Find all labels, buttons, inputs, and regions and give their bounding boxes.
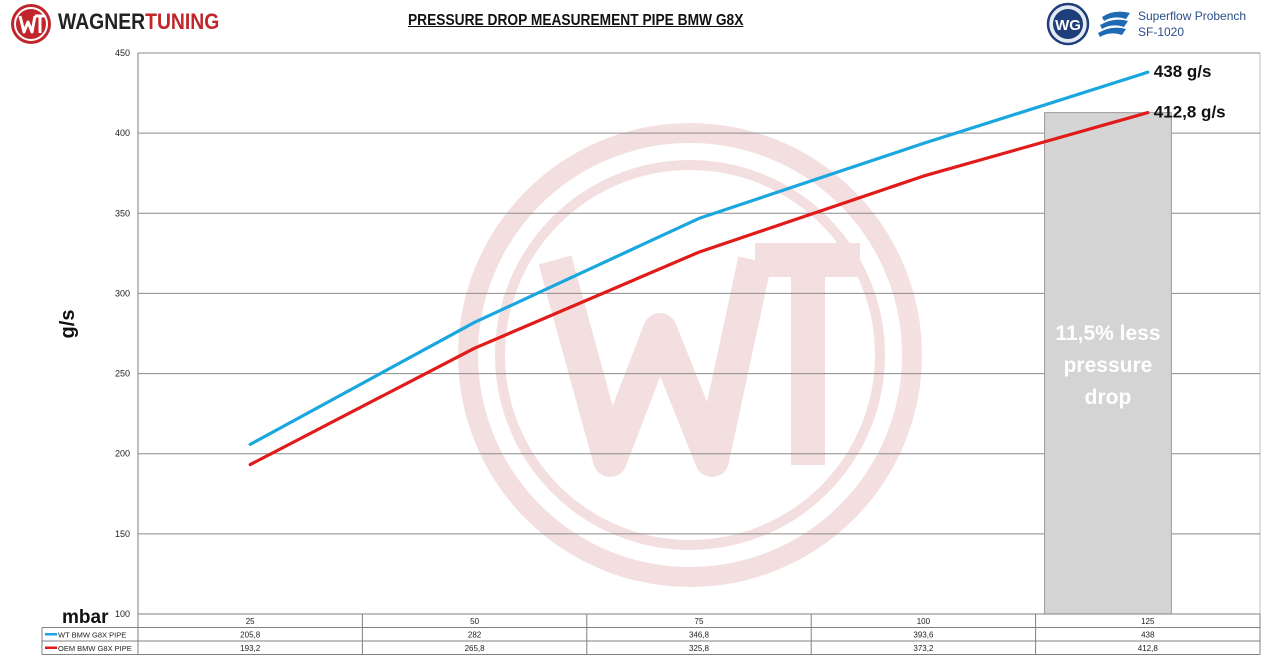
brand-wordmark-part1: WAGNER xyxy=(58,9,146,34)
table-value: 193,2 xyxy=(240,644,261,653)
chart-title: PRESSURE DROP MEASUREMENT PIPE BMW G8X xyxy=(408,12,744,29)
table-value: 393,6 xyxy=(913,631,934,640)
y-tick-label: 450 xyxy=(115,48,130,58)
legend-label: OEM BMW G8X PIPE xyxy=(58,644,132,653)
x-tick-label: 25 xyxy=(246,617,255,626)
y-tick-label: 250 xyxy=(115,369,130,379)
end-value-label: 438 g/s xyxy=(1154,62,1212,81)
highlight-text-line: pressure xyxy=(1064,354,1153,377)
y-tick-label: 200 xyxy=(115,449,130,459)
table-value: 346,8 xyxy=(689,631,710,640)
y-axis-label: g/s xyxy=(57,310,79,339)
brand-wordmark-part2: TUNING xyxy=(145,9,220,34)
instrument-line-2: SF-1020 xyxy=(1138,25,1185,39)
table-value: 282 xyxy=(468,631,482,640)
table-value: 205,8 xyxy=(240,631,261,640)
watermark-icon xyxy=(458,123,922,587)
end-value-label: 412,8 g/s xyxy=(1154,103,1226,122)
wagner-logo-icon xyxy=(11,4,51,44)
table-value: 265,8 xyxy=(465,644,486,653)
y-tick-label: 350 xyxy=(115,208,130,218)
highlight-text-line: 11,5% less xyxy=(1055,322,1160,345)
highlight-text-line: drop xyxy=(1085,386,1132,409)
y-tick-label: 150 xyxy=(115,529,130,539)
instrument-label: Superflow Probench SF-1020 xyxy=(1138,8,1246,40)
legend-label: WT BMW G8X PIPE xyxy=(58,631,126,640)
y-tick-label: 100 xyxy=(115,609,130,619)
x-tick-label: 50 xyxy=(470,617,479,626)
brand-wordmark: WAGNERTUNING xyxy=(58,9,219,35)
table-value: 325,8 xyxy=(689,644,710,653)
table-value: 373,2 xyxy=(913,644,934,653)
x-tick-label: 100 xyxy=(917,617,931,626)
wg-badge-icon: WG xyxy=(1046,2,1090,46)
x-tick-label: 75 xyxy=(695,617,704,626)
x-tick-label: 125 xyxy=(1141,617,1155,626)
instrument-line-1: Superflow Probench xyxy=(1138,9,1247,23)
table-value: 438 xyxy=(1141,631,1155,640)
svg-text:WG: WG xyxy=(1055,17,1081,34)
table-value: 412,8 xyxy=(1138,644,1159,653)
highlight-bar xyxy=(1044,112,1172,615)
y-tick-label: 400 xyxy=(115,128,130,138)
x-axis-label: mbar xyxy=(62,607,109,628)
superflow-logo-icon xyxy=(1098,11,1130,37)
y-tick-label: 300 xyxy=(115,288,130,298)
